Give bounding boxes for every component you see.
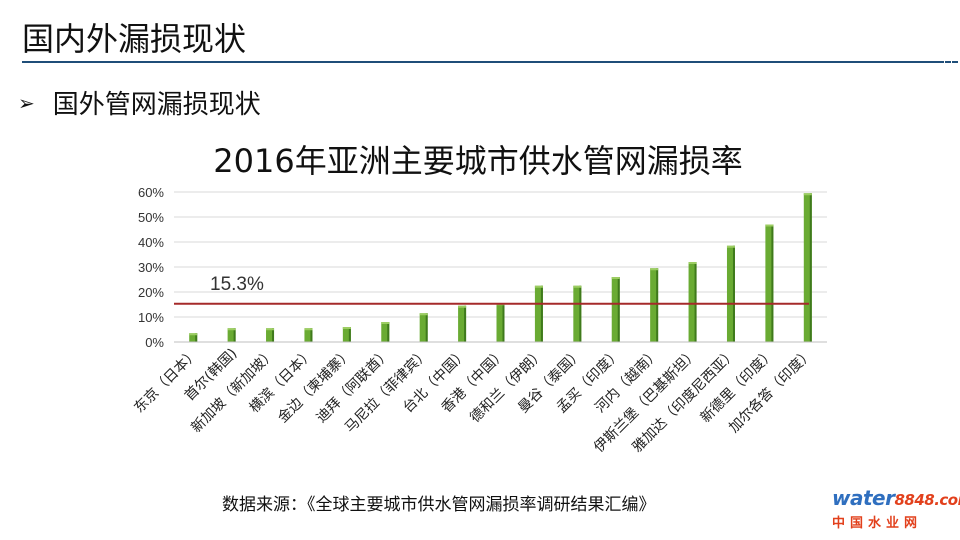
- bar-segment: [803, 193, 812, 196]
- bar: [381, 322, 390, 342]
- bar-segment: [534, 285, 543, 342]
- bar-segment: [611, 277, 620, 342]
- bar: [688, 262, 697, 342]
- bar: [304, 328, 313, 342]
- bar-segment: [611, 277, 620, 279]
- bar-segment: [650, 268, 659, 271]
- y-tick-label: 50%: [138, 210, 164, 225]
- bar-segment: [688, 262, 697, 342]
- bar-segment: [266, 328, 275, 331]
- bar-segment: [464, 305, 467, 342]
- bar: [189, 333, 198, 342]
- bar: [458, 305, 467, 342]
- water8848-logo: water8848.com 中国水业网: [832, 486, 960, 534]
- y-tick-label: 60%: [138, 185, 164, 200]
- bar: [726, 245, 735, 342]
- bar-segment: [342, 327, 351, 329]
- bar-segment: [803, 193, 812, 342]
- bar-segment: [227, 328, 236, 342]
- bar: [227, 328, 236, 342]
- data-source-note: 数据来源：《全球主要城市供水管网漏损率调研结果汇编》: [222, 495, 656, 515]
- bar-segment: [579, 285, 582, 342]
- bar: [342, 327, 351, 342]
- bar-segment: [342, 327, 351, 342]
- reference-line-label: 15.3%: [210, 274, 264, 295]
- bar-segment: [617, 277, 620, 342]
- bar-segment: [381, 322, 390, 324]
- bar-segment: [272, 328, 275, 342]
- bullet-text: 国外管网漏损现状: [52, 90, 261, 120]
- bar-segment: [650, 268, 659, 342]
- bar: [496, 303, 505, 342]
- bar: [650, 268, 659, 342]
- bar-segment: [771, 224, 774, 342]
- bar-segment: [189, 333, 198, 336]
- bar-segment: [381, 322, 390, 342]
- bar-segment: [765, 224, 774, 227]
- y-tick-label: 40%: [138, 235, 164, 250]
- bar: [803, 193, 812, 342]
- y-tick-label: 30%: [138, 260, 164, 275]
- bar-segment: [809, 193, 812, 342]
- bar-segment: [458, 305, 467, 342]
- bar-segment: [304, 328, 313, 342]
- bar-segment: [458, 305, 467, 308]
- bar-segment: [419, 313, 428, 316]
- bar-segment: [304, 328, 313, 331]
- bar-segment: [573, 285, 582, 288]
- slide-title: 国内外漏损现状: [22, 20, 247, 58]
- bar-segment: [233, 328, 236, 342]
- title-underline-dash: [938, 61, 958, 63]
- bar-segment: [726, 245, 735, 248]
- chart-title: 2016年亚洲主要城市供水管网漏损率: [213, 142, 742, 180]
- bar-segment: [726, 245, 735, 342]
- bar-segment: [656, 268, 659, 342]
- bar-segment: [534, 285, 543, 288]
- bar: [765, 224, 774, 342]
- bullet-heading: ➢ 国外管网漏损现状: [18, 84, 261, 121]
- bar-segment: [189, 333, 198, 342]
- bar-segment: [502, 303, 505, 342]
- bar-segment: [732, 245, 735, 342]
- bar-segment: [540, 285, 543, 342]
- bar-segment: [765, 224, 774, 342]
- y-tick-label: 0%: [145, 335, 164, 350]
- bar-segment: [195, 333, 198, 342]
- bar: [573, 285, 582, 342]
- bar: [419, 313, 428, 342]
- bar-segment: [688, 262, 697, 264]
- bar-segment: [419, 313, 428, 342]
- bar: [611, 277, 620, 342]
- bar-segment: [266, 328, 275, 342]
- x-tick-label: 东京（日本）: [131, 346, 202, 417]
- bar: [266, 328, 275, 342]
- arrow-bullet-icon: ➢: [18, 90, 35, 115]
- logo-caption: 中国水业网: [832, 516, 923, 531]
- y-tick-label: 20%: [138, 285, 164, 300]
- logo-wordmark: water8848.com: [832, 486, 960, 510]
- bar-segment: [310, 328, 313, 342]
- bar-segment: [227, 328, 236, 331]
- bar-segment: [387, 322, 390, 342]
- y-tick-label: 10%: [138, 310, 164, 325]
- bar-segment: [496, 303, 505, 342]
- bar-segment: [425, 313, 428, 342]
- bar-segment: [694, 262, 697, 342]
- bar-segment: [573, 285, 582, 342]
- bar-segment: [348, 327, 351, 342]
- bar: [534, 285, 543, 342]
- title-underline: [22, 61, 938, 63]
